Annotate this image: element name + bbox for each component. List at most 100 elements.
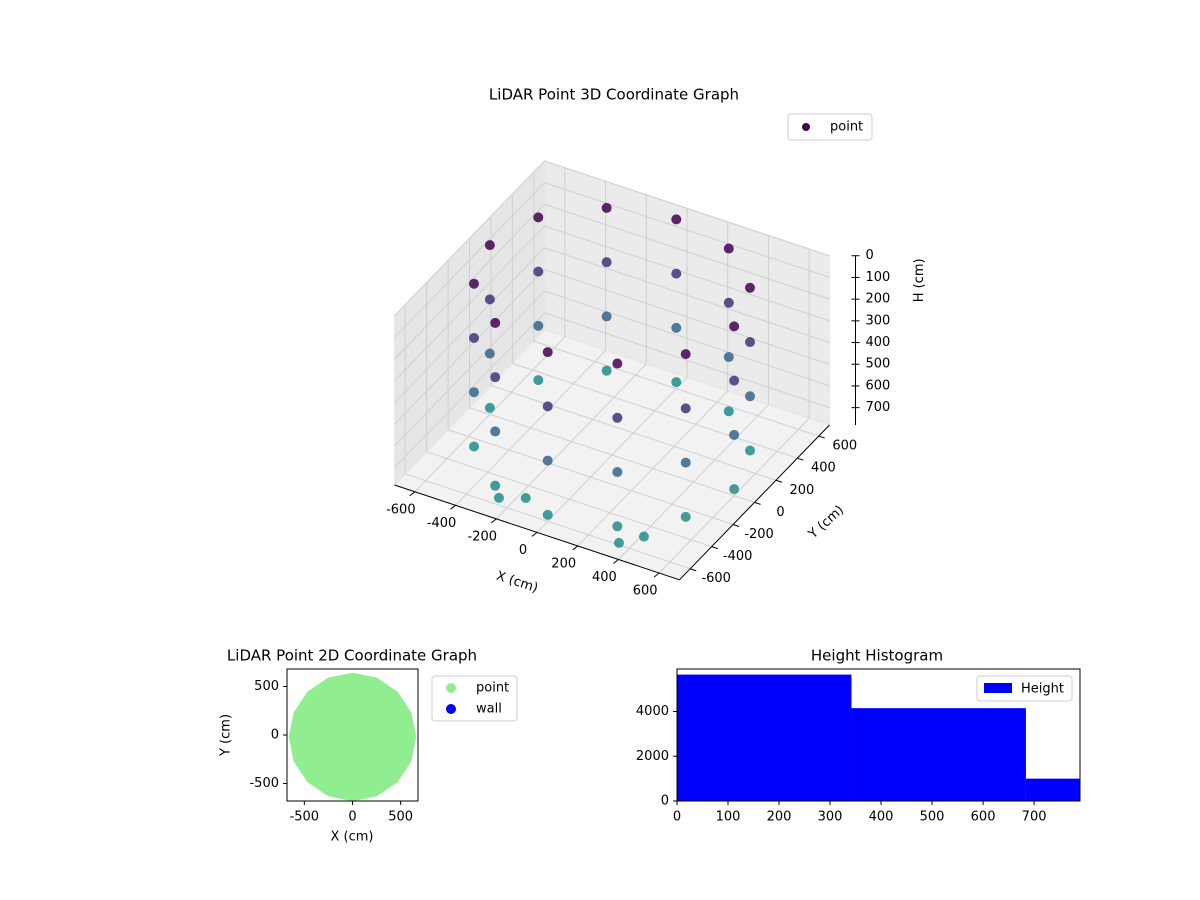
point [520, 493, 531, 503]
x-tick-label: 400 [592, 570, 617, 585]
x-tick-label: -200 [468, 529, 498, 544]
point [533, 212, 544, 223]
x-tick-label: 500 [388, 810, 413, 825]
z-tick-label: 600 [866, 378, 891, 393]
y-tick-label: 4000 [636, 704, 669, 719]
grid-line [394, 160, 545, 317]
grid-line [405, 473, 691, 570]
bar [677, 674, 852, 801]
point [601, 365, 612, 376]
point [612, 521, 623, 532]
point [612, 412, 623, 423]
x-tick-label: 200 [767, 810, 792, 825]
grid-line [544, 203, 830, 300]
chart-title: LiDAR Point 2D Coordinate Graph [227, 647, 477, 665]
point [723, 406, 734, 417]
point [490, 317, 501, 328]
point [469, 332, 479, 343]
tick-mark [613, 559, 619, 564]
tick-mark [572, 545, 579, 551]
y-axis-label: Y (cm) [219, 714, 234, 757]
y-tick-label: -200 [744, 527, 774, 542]
point [612, 467, 623, 478]
legend-label: point [830, 120, 863, 135]
point [469, 441, 479, 452]
tick-mark [732, 524, 740, 527]
z-tick-label: 200 [866, 292, 891, 307]
legend-box [787, 113, 873, 141]
y-tick-label: 0 [661, 794, 669, 809]
x-tick-label: -500 [290, 810, 320, 825]
tick-mark [818, 435, 825, 439]
point [469, 387, 479, 398]
chart-title: LiDAR Point 3D Coordinate Graph [489, 86, 739, 104]
point [612, 358, 623, 369]
bar [851, 708, 1026, 801]
grid-line [394, 247, 545, 403]
point [490, 372, 501, 383]
grid-line [426, 451, 712, 548]
point [533, 375, 544, 386]
plot-area [677, 674, 1080, 801]
x-tick-label: 600 [971, 810, 996, 825]
grid-line [447, 429, 734, 525]
y-tick-label: 200 [790, 483, 815, 498]
x-tick-label: 700 [1022, 810, 1047, 825]
point [671, 377, 682, 388]
point [729, 321, 740, 332]
point [745, 445, 755, 456]
grid-line [544, 312, 830, 409]
x-tick-label: 400 [869, 810, 894, 825]
point [484, 240, 495, 251]
y-tick-label: -600 [701, 571, 731, 586]
point [493, 492, 504, 503]
point [680, 349, 691, 360]
bar [1025, 778, 1080, 801]
x-tick-label: 300 [818, 810, 843, 825]
chart-title: Height Histogram [811, 647, 943, 665]
z-tick-label: 700 [866, 400, 891, 415]
z-axis-label: H (cm) [912, 258, 927, 302]
y-tick-label: -400 [723, 549, 753, 564]
legend-marker [984, 683, 1012, 693]
point [601, 257, 612, 268]
point [533, 266, 544, 277]
grid-line [544, 290, 830, 387]
x-tick-label: 500 [920, 810, 945, 825]
y-tick-label: 400 [811, 461, 836, 476]
y-tick-label: 500 [254, 679, 279, 694]
legend-marker [802, 123, 810, 131]
plot-area [288, 672, 417, 801]
point [601, 202, 612, 213]
point-area [288, 672, 417, 801]
point [745, 391, 755, 402]
x-tick-label: 0 [519, 543, 527, 558]
point [490, 480, 501, 491]
point [484, 402, 495, 413]
y-axis [679, 424, 830, 581]
tick-mark [690, 568, 697, 572]
x-axis-label: X (cm) [331, 830, 374, 845]
y-tick-label: 2000 [636, 749, 669, 764]
tick-mark [409, 491, 416, 497]
x-tick-label: 200 [551, 556, 576, 571]
grid-line [394, 269, 545, 425]
tick-mark [450, 504, 456, 510]
point [680, 403, 691, 414]
point [671, 214, 682, 225]
z-tick-label: 300 [866, 313, 891, 328]
y-tick-label: 600 [832, 439, 857, 454]
x-tick-label: 0 [348, 810, 356, 825]
point [723, 352, 734, 363]
point [729, 484, 740, 495]
grid-line [490, 385, 777, 481]
tick-mark [490, 518, 497, 524]
point [729, 429, 740, 440]
point [490, 426, 501, 437]
grid-line [544, 225, 830, 322]
point [484, 348, 495, 359]
grid-line [544, 160, 830, 257]
legend-marker [446, 704, 456, 714]
z-tick-label: 400 [866, 335, 891, 350]
